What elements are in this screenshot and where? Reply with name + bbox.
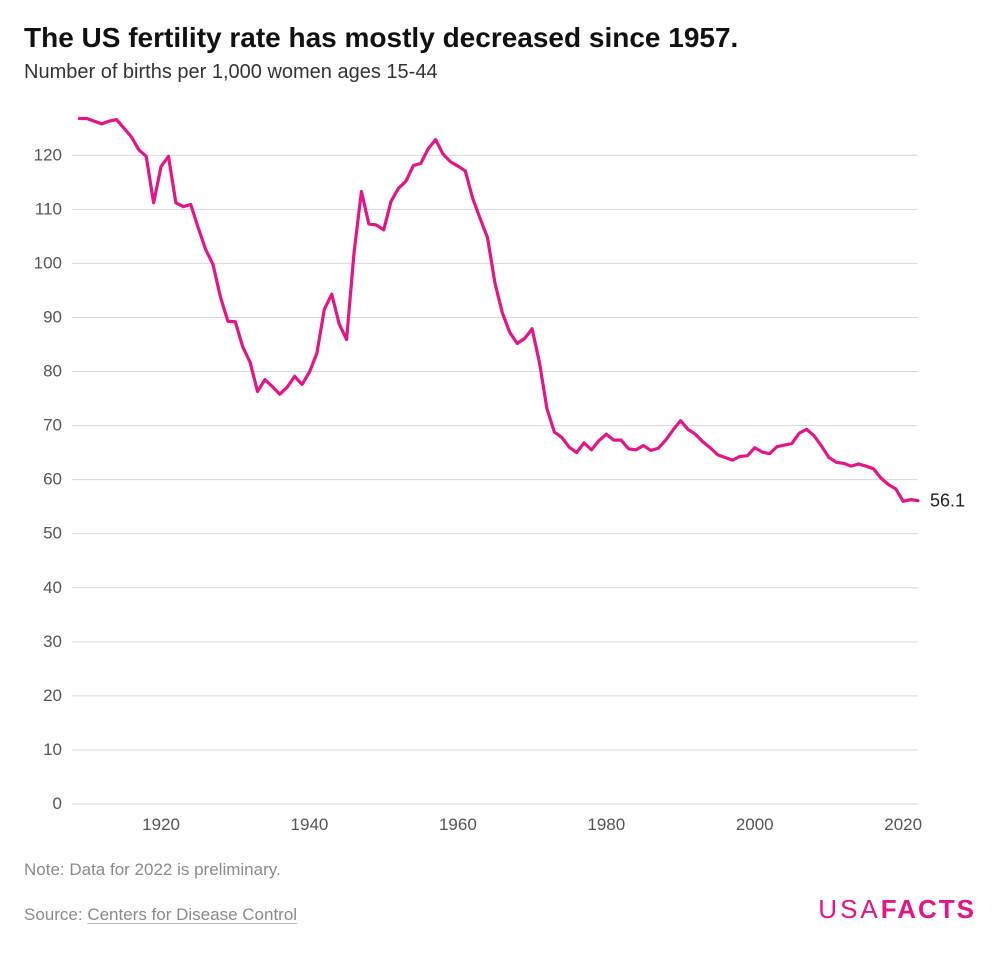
svg-text:1920: 1920 [142, 815, 180, 834]
svg-text:100: 100 [34, 253, 62, 272]
svg-text:50: 50 [43, 524, 62, 543]
svg-text:56.1: 56.1 [930, 491, 965, 511]
svg-text:2020: 2020 [884, 815, 922, 834]
svg-text:70: 70 [43, 416, 62, 435]
svg-text:1940: 1940 [291, 815, 329, 834]
chart-subtitle: Number of births per 1,000 women ages 15… [24, 61, 976, 84]
chart-footer: Note: Data for 2022 is preliminary. Sour… [24, 860, 976, 925]
svg-text:90: 90 [43, 307, 62, 326]
svg-text:1980: 1980 [587, 815, 625, 834]
source-link[interactable]: Centers for Disease Control [87, 905, 297, 924]
svg-text:120: 120 [34, 145, 62, 164]
chart-note: Note: Data for 2022 is preliminary. [24, 860, 976, 880]
chart-title: The US fertility rate has mostly decreas… [24, 20, 976, 55]
chart-source: Source: Centers for Disease Control [24, 905, 297, 925]
brand-text-bold: FACTS [881, 894, 976, 924]
brand-text-light: USA [818, 894, 880, 924]
source-label: Source: [24, 905, 87, 924]
brand-logo: USAFACTS [818, 894, 976, 925]
svg-text:10: 10 [43, 740, 62, 759]
line-chart-svg: 0 10 20 30 40 50 60 70 80 90 100 110 120 1920 1940 1960… [24, 102, 976, 842]
svg-text:20: 20 [43, 686, 62, 705]
svg-text:1960: 1960 [439, 815, 477, 834]
svg-text:80: 80 [43, 362, 62, 381]
svg-text:2000: 2000 [736, 815, 774, 834]
svg-text:40: 40 [43, 578, 62, 597]
svg-text:60: 60 [43, 470, 62, 489]
svg-text:110: 110 [35, 199, 62, 218]
svg-text:30: 30 [43, 632, 62, 651]
svg-text:0: 0 [53, 794, 62, 813]
chart-area: 0 10 20 30 40 50 60 70 80 90 100 110 120 1920 1940 1960… [24, 102, 976, 842]
